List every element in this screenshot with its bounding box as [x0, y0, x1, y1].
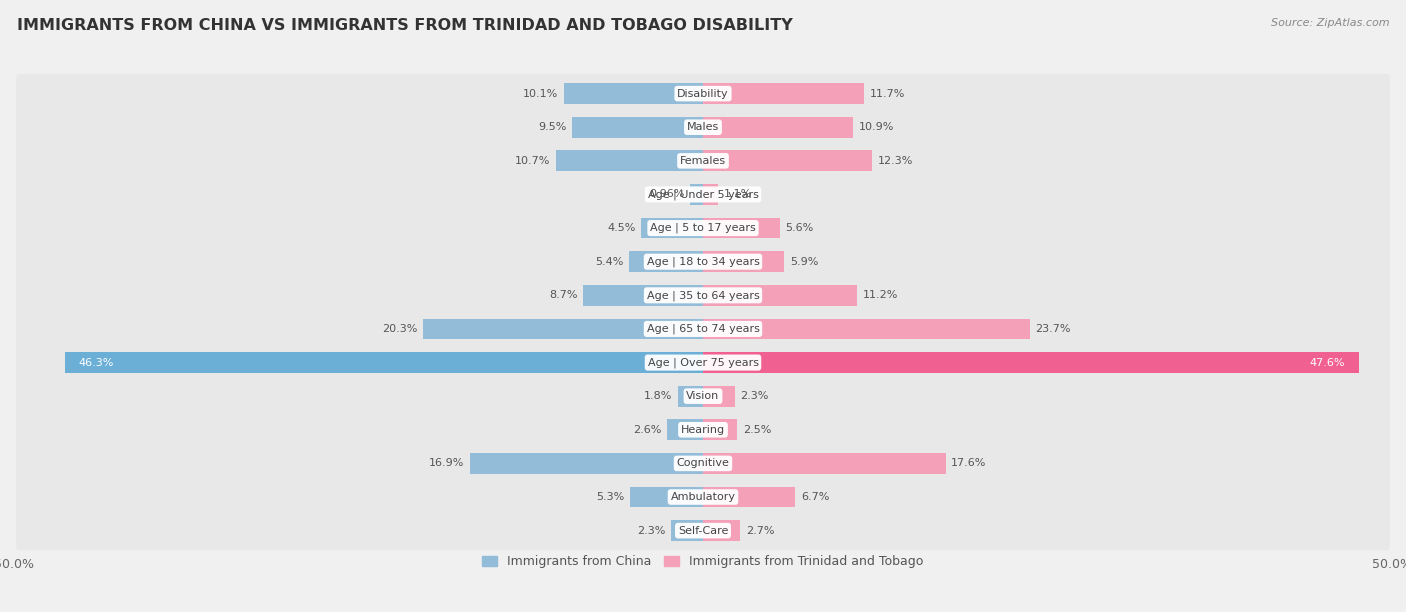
Text: 2.5%: 2.5% [742, 425, 772, 435]
Text: 6.7%: 6.7% [801, 492, 830, 502]
Text: 47.6%: 47.6% [1309, 357, 1346, 368]
Bar [703, 218, 780, 239]
Bar [628, 252, 703, 272]
FancyBboxPatch shape [15, 410, 1391, 449]
Text: Age | 18 to 34 years: Age | 18 to 34 years [647, 256, 759, 267]
Bar [703, 252, 785, 272]
Bar [703, 520, 740, 541]
Text: Hearing: Hearing [681, 425, 725, 435]
Text: Age | 35 to 64 years: Age | 35 to 64 years [647, 290, 759, 300]
Bar [583, 285, 703, 306]
FancyBboxPatch shape [15, 242, 1391, 281]
Text: 10.9%: 10.9% [859, 122, 894, 132]
Bar [703, 453, 945, 474]
Text: 10.1%: 10.1% [523, 89, 558, 99]
Text: Self-Care: Self-Care [678, 526, 728, 536]
Text: 10.7%: 10.7% [515, 156, 550, 166]
FancyBboxPatch shape [15, 477, 1391, 517]
Text: 1.8%: 1.8% [644, 391, 672, 401]
FancyBboxPatch shape [15, 209, 1391, 248]
Text: 46.3%: 46.3% [79, 357, 114, 368]
Text: 0.96%: 0.96% [650, 190, 685, 200]
FancyBboxPatch shape [15, 310, 1391, 348]
Bar [423, 318, 703, 339]
Bar [703, 151, 873, 171]
Text: 11.2%: 11.2% [863, 290, 898, 300]
Text: 5.4%: 5.4% [595, 256, 623, 267]
Text: Source: ZipAtlas.com: Source: ZipAtlas.com [1271, 18, 1389, 28]
FancyBboxPatch shape [15, 175, 1391, 214]
Text: Vision: Vision [686, 391, 720, 401]
Bar [703, 83, 865, 104]
Text: 5.9%: 5.9% [790, 256, 818, 267]
Text: 1.1%: 1.1% [724, 190, 752, 200]
Text: 23.7%: 23.7% [1035, 324, 1070, 334]
FancyBboxPatch shape [15, 74, 1391, 113]
Bar [678, 386, 703, 406]
Bar [564, 83, 703, 104]
Text: 16.9%: 16.9% [429, 458, 464, 468]
Text: 2.3%: 2.3% [740, 391, 769, 401]
Bar [703, 386, 735, 406]
Text: Males: Males [688, 122, 718, 132]
Text: Disability: Disability [678, 89, 728, 99]
Text: Cognitive: Cognitive [676, 458, 730, 468]
Text: 2.3%: 2.3% [637, 526, 666, 536]
Bar [703, 487, 796, 507]
Text: Females: Females [681, 156, 725, 166]
Text: 2.6%: 2.6% [633, 425, 662, 435]
Text: 8.7%: 8.7% [550, 290, 578, 300]
Bar [703, 285, 858, 306]
Bar [703, 117, 853, 138]
Bar [703, 419, 738, 440]
Bar [630, 487, 703, 507]
Text: 9.5%: 9.5% [538, 122, 567, 132]
Text: Age | 5 to 17 years: Age | 5 to 17 years [650, 223, 756, 233]
FancyBboxPatch shape [15, 343, 1391, 382]
Bar [668, 419, 703, 440]
Text: 12.3%: 12.3% [877, 156, 914, 166]
Bar [555, 151, 703, 171]
Text: Ambulatory: Ambulatory [671, 492, 735, 502]
Text: IMMIGRANTS FROM CHINA VS IMMIGRANTS FROM TRINIDAD AND TOBAGO DISABILITY: IMMIGRANTS FROM CHINA VS IMMIGRANTS FROM… [17, 18, 793, 34]
Text: 17.6%: 17.6% [950, 458, 987, 468]
Text: 5.3%: 5.3% [596, 492, 624, 502]
Text: Age | 65 to 74 years: Age | 65 to 74 years [647, 324, 759, 334]
Bar [703, 352, 1358, 373]
Legend: Immigrants from China, Immigrants from Trinidad and Tobago: Immigrants from China, Immigrants from T… [478, 550, 928, 573]
FancyBboxPatch shape [15, 141, 1391, 181]
Text: Age | Over 75 years: Age | Over 75 years [648, 357, 758, 368]
FancyBboxPatch shape [15, 444, 1391, 483]
Bar [703, 184, 718, 205]
Text: 4.5%: 4.5% [607, 223, 636, 233]
FancyBboxPatch shape [15, 108, 1391, 147]
Bar [470, 453, 703, 474]
Bar [65, 352, 703, 373]
Text: 2.7%: 2.7% [745, 526, 775, 536]
Bar [641, 218, 703, 239]
Text: Age | Under 5 years: Age | Under 5 years [648, 189, 758, 200]
Text: 5.6%: 5.6% [786, 223, 814, 233]
Bar [671, 520, 703, 541]
FancyBboxPatch shape [15, 511, 1391, 550]
Bar [690, 184, 703, 205]
Bar [572, 117, 703, 138]
FancyBboxPatch shape [15, 276, 1391, 315]
Text: 11.7%: 11.7% [870, 89, 905, 99]
FancyBboxPatch shape [15, 376, 1391, 416]
Bar [703, 318, 1029, 339]
Text: 20.3%: 20.3% [382, 324, 418, 334]
